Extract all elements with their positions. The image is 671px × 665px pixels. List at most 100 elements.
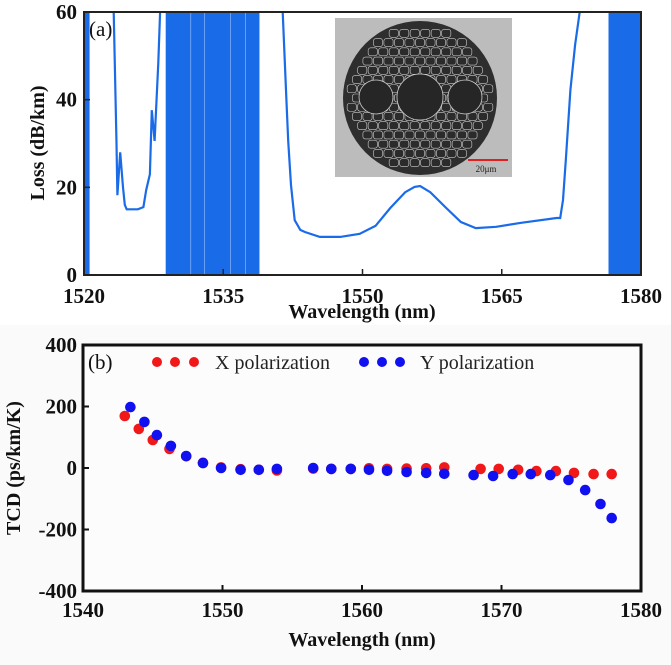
fiber-cell: [420, 158, 431, 167]
fiber-cell: [373, 149, 383, 158]
fiber-cell: [415, 149, 425, 158]
y-polarization-point: [401, 466, 412, 478]
fiber-cell: [346, 84, 357, 94]
fiber-cell: [483, 84, 494, 94]
y-polarization-point: [215, 462, 227, 474]
fiber-cell: [388, 65, 399, 75]
x-polarization-point: [606, 468, 617, 480]
fiber-cell: [409, 139, 420, 149]
y-polarization-point: [180, 450, 192, 462]
fiber-cell: [441, 121, 452, 131]
fiber-cell: [373, 56, 383, 66]
side-core-right: [447, 79, 483, 115]
fiber-cell: [436, 149, 446, 158]
fiber-cell: [357, 121, 368, 131]
y-axis-title-b: TCD (ps/km/K): [3, 401, 25, 535]
x-tick-label: 1580: [620, 284, 662, 308]
fiber-cell: [362, 130, 373, 140]
fiber-cell: [399, 47, 410, 57]
x-tick-label: 1580: [620, 598, 662, 622]
y-polarization-point: [197, 457, 209, 469]
fiber-cell: [451, 65, 462, 75]
fiber-cell: [430, 65, 441, 75]
fiber-cell: [409, 65, 420, 75]
fiber-cell: [404, 149, 415, 158]
fiber-cell: [373, 38, 383, 47]
fiber-cell: [436, 75, 446, 84]
fiber-cell: [483, 102, 494, 112]
y-polarization-point: [271, 463, 283, 475]
fiber-cell: [430, 47, 441, 57]
fiber-cell: [394, 130, 404, 140]
fiber-cell: [467, 130, 478, 140]
fiber-cell: [436, 56, 446, 66]
y-polarization-point: [139, 416, 150, 428]
fiber-cell: [425, 130, 436, 140]
fiber-cell: [352, 112, 362, 121]
fiber-cell: [346, 102, 357, 112]
y-polarization-point: [563, 474, 574, 486]
fiber-cell: [436, 130, 446, 140]
y-axis-title-a: Loss (dB/km): [27, 85, 49, 200]
fiber-cell: [399, 158, 410, 167]
fiber-cell: [399, 65, 410, 75]
fiber-cell: [446, 56, 457, 66]
ticks-b: 1540 1550 1560 1570 1580 -400 -200 0 200 400: [39, 333, 663, 622]
fiber-cell: [415, 130, 425, 140]
x-tick-label: 1540: [62, 598, 104, 622]
y-tick-label: -200: [39, 518, 78, 542]
y-polarization-point: [381, 465, 393, 477]
fiber-cell: [409, 47, 420, 57]
legend-label-x: X polarization: [215, 352, 330, 374]
fiber-cell: [472, 65, 483, 75]
fiber-cell: [420, 47, 431, 57]
fiber-cell: [394, 56, 404, 66]
fiber-cell: [378, 139, 389, 149]
fiber-cell: [383, 38, 394, 47]
fiber-cell: [357, 65, 368, 75]
x-tick-label: 1550: [202, 598, 244, 622]
fiber-cell: [462, 121, 473, 131]
y-tick-label: 20: [56, 175, 77, 199]
fiber-cell: [425, 56, 436, 66]
y-tick-label: 0: [67, 456, 78, 480]
y-polarization-point: [125, 401, 136, 413]
fiber-cell: [388, 29, 399, 38]
y-polarization-point: [165, 440, 177, 452]
fiber-cell: [446, 112, 457, 121]
fiber-cell: [367, 65, 378, 75]
fiber-cell: [441, 47, 452, 57]
x-tick-label: 1570: [481, 598, 523, 622]
fiber-cell: [367, 121, 378, 131]
x-tick-label: 1550: [342, 284, 384, 308]
fiber-cell: [441, 139, 452, 149]
fiber-cell: [399, 29, 410, 38]
fiber-cell: [425, 149, 436, 158]
fiber-cell: [394, 75, 404, 84]
y-polarization-point: [235, 464, 246, 476]
x-axis-title-a: Wavelength (nm): [288, 301, 435, 323]
y-polarization-point: [606, 512, 617, 524]
central-core: [396, 73, 444, 121]
fiber-cell: [441, 65, 452, 75]
fiber-cell: [457, 130, 467, 140]
y-polarization-point: [525, 468, 537, 480]
x-axis-title-b: Wavelength (nm): [288, 629, 435, 651]
noise-bands-a: [84, 12, 641, 275]
fiber-cell: [409, 121, 420, 131]
fiber-cell: [472, 121, 483, 131]
legend-marker-y-1: [359, 357, 369, 367]
y-polarization-point: [487, 470, 499, 482]
legend-label-y: Y polarization: [420, 352, 534, 374]
legend-marker-y-3: [395, 357, 405, 367]
y-polarization-point: [420, 467, 432, 479]
inset-micrograph: 20μm: [335, 18, 512, 177]
fiber-cell: [383, 75, 394, 84]
y-tick-label: -400: [39, 579, 78, 603]
fiber-cell: [404, 130, 415, 140]
plot-area-b: [83, 345, 641, 591]
y-tick-label: 200: [46, 395, 78, 419]
fiber-cell: [457, 56, 467, 66]
